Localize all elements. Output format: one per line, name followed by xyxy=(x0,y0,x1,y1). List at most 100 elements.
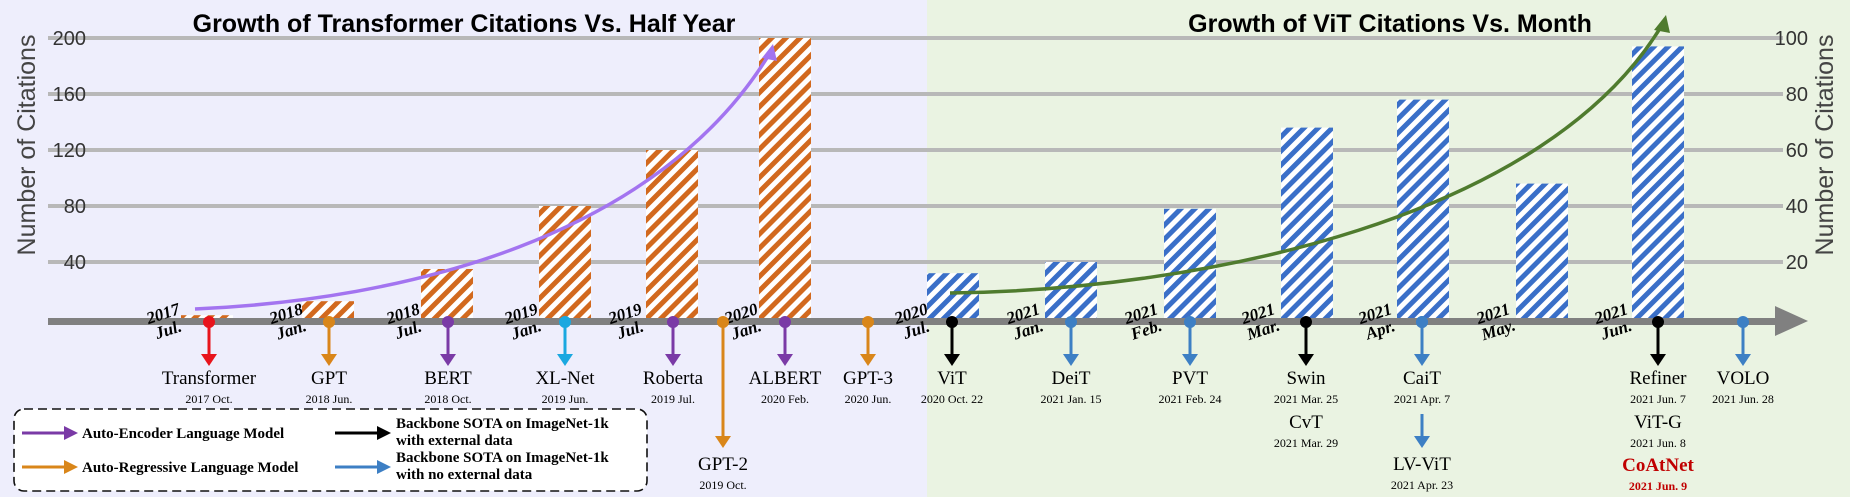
model-name: Transformer xyxy=(162,368,257,389)
model-marker-dot xyxy=(667,316,679,328)
gridline xyxy=(48,204,1783,208)
right-bar xyxy=(1045,262,1097,318)
left-bar xyxy=(646,150,698,318)
model-marker: ALBERT 2020 Feb. xyxy=(749,316,822,406)
right-y-tick-label: 60 xyxy=(1786,140,1808,162)
model-name: Refiner xyxy=(1630,368,1688,389)
model-name: DeiT xyxy=(1051,368,1090,389)
model-marker-dot xyxy=(442,316,454,328)
model-marker-dot xyxy=(1300,316,1312,328)
legend-label-line: Backbone SOTA on ImageNet-1k xyxy=(396,450,609,466)
model-marker: LV-ViT 2021 Apr. 23 xyxy=(1391,316,1453,492)
model-date: 2018 Jun. xyxy=(306,392,353,406)
left-y-axis-label: Number of Citations xyxy=(13,35,41,256)
legend-frame xyxy=(13,408,648,492)
model-markers: Transformer 2017 Oct. GPT 2018 Jun. BERT 2018… xyxy=(162,316,1774,493)
right-y-tick-label: 20 xyxy=(1786,252,1808,274)
model-name: Roberta xyxy=(643,368,704,389)
model-marker: GPT-3 2020 Jun. xyxy=(843,316,893,406)
model-marker-arrowhead xyxy=(440,354,456,366)
left-bar xyxy=(302,301,354,318)
trend-arrows xyxy=(194,15,1670,311)
model-marker-dot xyxy=(946,316,958,328)
left-y-tick-label: 120 xyxy=(53,140,86,162)
model-name: GPT-2 xyxy=(698,454,748,475)
legend-label: Auto-Regressive Language Model xyxy=(82,460,298,476)
model-date: 2019 Jul. xyxy=(651,392,695,406)
gridline xyxy=(48,148,1783,152)
right-y-tick-label: 80 xyxy=(1786,84,1808,106)
model-marker: Roberta 2019 Jul. xyxy=(643,316,704,406)
right-trend-arrow xyxy=(949,19,1667,295)
date-labels: 2017Jul.2018Jan.2018Jul.2019Jan.2019Jul.… xyxy=(143,299,1634,345)
gridline xyxy=(48,36,1783,40)
model-date: 2019 Jun. xyxy=(542,392,589,406)
left-bar xyxy=(539,206,591,318)
model-marker-dot xyxy=(717,316,729,328)
model-date: 2021 Mar. 25 xyxy=(1274,392,1338,406)
model-marker-arrowhead xyxy=(1298,354,1314,366)
model-date: 2018 Oct. xyxy=(424,392,471,406)
gridline xyxy=(48,92,1783,96)
right-panel-background xyxy=(927,0,1850,497)
model-date: 2021 Jun. 8 xyxy=(1630,436,1686,450)
model-name: VOLO xyxy=(1717,368,1770,389)
model-marker: ViT 2020 Oct. 22 xyxy=(921,316,983,406)
gridlines xyxy=(48,36,1783,264)
model-marker: Transformer 2017 Oct. xyxy=(162,316,257,406)
model-marker-dot xyxy=(1652,316,1664,328)
legend-label: Backbone SOTA on ImageNet-1k with no exte… xyxy=(396,450,609,483)
model-marker: CaiT 2021 Apr. 7 xyxy=(1394,316,1450,406)
model-marker-arrowhead xyxy=(860,354,876,366)
right-bar xyxy=(1397,99,1449,318)
model-date: 2017 Oct. xyxy=(185,392,232,406)
model-name: LV-ViT xyxy=(1393,454,1451,475)
legend-label-line: with no external data xyxy=(396,467,533,483)
model-marker: CvT 2021 Mar. 29 xyxy=(1274,412,1338,450)
legend-label: Backbone SOTA on ImageNet-1k with externa… xyxy=(396,416,609,449)
model-marker: PVT 2021 Feb. 24 xyxy=(1159,316,1222,406)
legend-label-line: Backbone SOTA on ImageNet-1k xyxy=(396,416,609,432)
model-marker-arrowhead xyxy=(1182,354,1198,366)
left-trend-arrowhead xyxy=(762,44,777,61)
model-marker-dot xyxy=(779,316,791,328)
model-date: 2020 Oct. 22 xyxy=(921,392,983,406)
model-marker: Swin 2021 Mar. 25 xyxy=(1274,316,1338,406)
model-name: PVT xyxy=(1172,368,1208,389)
model-marker-dot xyxy=(862,316,874,328)
model-marker-arrowhead xyxy=(201,354,217,366)
model-name: GPT-3 xyxy=(843,368,893,389)
model-date: 2021 Mar. 29 xyxy=(1274,436,1338,450)
model-marker: XL-Net 2019 Jun. xyxy=(535,316,595,406)
model-date: 2020 Feb. xyxy=(761,392,809,406)
left-bar xyxy=(759,38,811,318)
right-y-tick-label: 40 xyxy=(1786,196,1808,218)
left-y-tick-label: 40 xyxy=(64,252,86,274)
legend-arrowhead xyxy=(377,460,391,474)
model-marker-arrowhead xyxy=(665,354,681,366)
model-marker: ViT-G 2021 Jun. 8 xyxy=(1630,412,1686,450)
model-marker-arrowhead xyxy=(715,436,731,448)
model-marker: VOLO 2021 Jun. 28 xyxy=(1712,316,1774,406)
model-marker: DeiT 2021 Jan. 15 xyxy=(1041,316,1102,406)
timeline-axis-line xyxy=(48,318,1783,325)
model-name: Swin xyxy=(1286,368,1326,389)
legend-label-line: with external data xyxy=(396,433,513,449)
left-trend-arrow xyxy=(194,47,775,311)
model-marker-arrowhead xyxy=(557,354,573,366)
model-marker-arrowhead xyxy=(777,354,793,366)
y-tick-labels: 40 80 120 160 200 20 40 60 80 100 xyxy=(53,28,1808,274)
right-trend-arrowhead xyxy=(1654,15,1670,33)
left-y-tick-label: 200 xyxy=(53,28,86,50)
model-marker: Refiner 2021 Jun. 7 xyxy=(1630,316,1688,406)
model-name: ViT xyxy=(937,368,967,389)
legend-arrowhead xyxy=(377,426,391,440)
timeline-axis xyxy=(48,306,1808,336)
model-marker-dot xyxy=(1416,316,1428,328)
model-marker-dot xyxy=(1184,316,1196,328)
model-marker: CoAtNet 2021 Jun. 9 xyxy=(1622,455,1694,493)
